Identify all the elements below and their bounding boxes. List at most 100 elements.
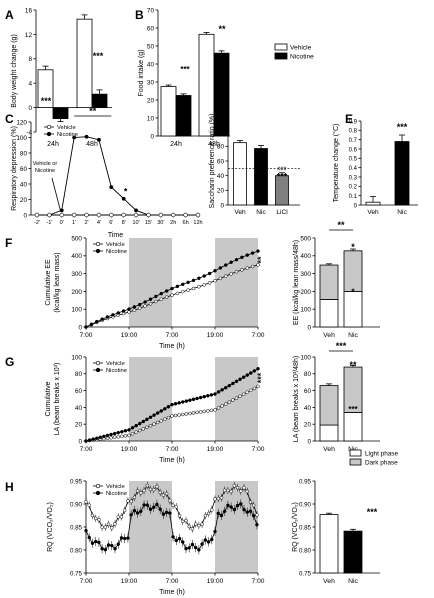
data-point-vehicle — [145, 425, 149, 430]
data-point-vehicle — [245, 266, 249, 270]
data-point-nicotine — [116, 311, 120, 315]
data-point-vehicle — [158, 490, 162, 495]
y-tick-label: 0 — [78, 324, 82, 331]
y-tick-label: 0.95 — [70, 478, 83, 485]
panel-label-H: H — [5, 480, 14, 494]
data-point-vehicle — [255, 513, 259, 517]
data-point-nicotine — [256, 367, 260, 371]
data-point-vehicle — [213, 408, 217, 412]
data-point-nicotine — [184, 399, 189, 403]
data-point-vehicle — [97, 517, 101, 522]
data-point-nicotine — [187, 546, 191, 550]
bar-veh — [233, 142, 247, 206]
data-point-nicotine — [255, 522, 259, 527]
legend-marker — [46, 131, 52, 137]
data-point-vehicle — [171, 503, 175, 508]
data-point-nicotine — [184, 546, 188, 551]
data-point-nicotine — [218, 266, 223, 270]
data-point-nicotine — [105, 433, 110, 438]
y-tick-label: 200 — [71, 289, 82, 296]
dark-phase-band — [215, 238, 258, 327]
x-tick-label: 19:00 — [207, 578, 224, 585]
data-point-nicotine — [209, 393, 214, 397]
x-tick-label: 7:00 — [166, 578, 179, 585]
y-tick-label: 0.95 — [299, 478, 312, 485]
data-point-vehicle — [120, 434, 124, 439]
y-axis-title: Respiratory depression (%) — [11, 126, 18, 211]
y-tick-label: 40 — [304, 405, 312, 412]
data-point-vehicle — [202, 283, 206, 287]
y-tick-label: 0.6 — [349, 147, 358, 153]
data-point-nicotine — [100, 317, 104, 321]
x-tick-label: 7:00 — [80, 578, 93, 585]
data-point-vehicle — [151, 487, 156, 492]
data-point-nicotine — [242, 507, 246, 512]
y-tick-label: 0 — [28, 105, 32, 112]
data-point-vehicle — [234, 270, 239, 274]
significance-mark: * — [124, 186, 128, 196]
data-point-vehicle — [186, 288, 190, 292]
data-point-nicotine — [213, 269, 217, 273]
x-axis-title: Time (h) — [159, 589, 185, 596]
data-point-vehicle — [239, 489, 243, 493]
y-tick-label: 80 — [20, 150, 28, 157]
legend-marker — [95, 360, 101, 366]
data-point-nicotine — [256, 249, 260, 253]
data-point-nicotine — [141, 419, 146, 424]
y-tick-label: 0.4 — [349, 166, 358, 172]
y-axis-title: LA (beam breaks x 10³) — [54, 363, 61, 436]
y-tick-label: 20 — [217, 188, 225, 195]
data-point-nicotine — [191, 278, 196, 283]
data-point-vehicle — [252, 386, 257, 391]
data-point-vehicle — [191, 411, 196, 415]
data-point-nicotine — [191, 397, 196, 402]
data-point-nicotine — [152, 413, 156, 417]
y-tick-label: 120 — [16, 119, 27, 126]
x-tick-label: 2h — [170, 220, 176, 226]
x-tick-label: 2' — [84, 220, 88, 226]
data-point-vehicle — [47, 212, 52, 218]
bar-dark-phase-veh — [319, 385, 339, 426]
y-axis-title: Cumulative EE — [45, 259, 52, 306]
data-point-nicotine — [84, 134, 89, 139]
data-point-nicotine — [220, 388, 224, 392]
data-point-vehicle — [148, 423, 153, 428]
y-tick-label: 20 — [304, 422, 312, 429]
x-tick-label: 7:00 — [80, 446, 93, 453]
data-point-nicotine — [134, 208, 138, 213]
bar-nic — [394, 141, 410, 206]
y-tick-label: 400 — [71, 253, 82, 260]
x-tick-label: 19:00 — [121, 578, 138, 585]
data-point-nicotine — [90, 541, 95, 546]
y-tick-label: 0 — [354, 203, 358, 209]
data-point-nicotine — [87, 438, 92, 442]
x-tick-label: Veh — [323, 446, 335, 453]
data-point-vehicle — [210, 508, 214, 512]
data-point-vehicle — [132, 495, 137, 500]
y-tick-label: 0.80 — [299, 547, 312, 554]
significance-mark: *** — [41, 96, 52, 106]
data-point-nicotine — [251, 513, 256, 518]
y-tick-label: 100 — [16, 135, 27, 142]
data-point-nicotine — [159, 409, 163, 413]
significance-mark: *** — [277, 172, 288, 182]
y-tick-label: 60 — [147, 25, 155, 32]
legend-marker — [46, 124, 52, 130]
data-point-vehicle — [163, 417, 167, 421]
bar-vehicle-24h — [160, 86, 177, 137]
data-point-nicotine — [97, 137, 101, 142]
data-point-vehicle — [116, 515, 120, 519]
data-point-vehicle — [129, 499, 133, 504]
y-tick-label: -4 — [26, 129, 32, 136]
y-tick-label: 100 — [71, 354, 82, 361]
data-point-nicotine — [84, 325, 88, 329]
data-point-nicotine — [190, 542, 195, 547]
y-tick-label: 40 — [20, 181, 28, 188]
y-tick-label: 70 — [147, 7, 155, 14]
data-point-nicotine — [72, 135, 77, 140]
data-point-nicotine — [219, 513, 224, 518]
data-point-vehicle — [197, 284, 201, 289]
data-point-nicotine — [181, 540, 185, 544]
data-point-nicotine — [213, 392, 217, 396]
data-point-nicotine — [127, 307, 131, 311]
